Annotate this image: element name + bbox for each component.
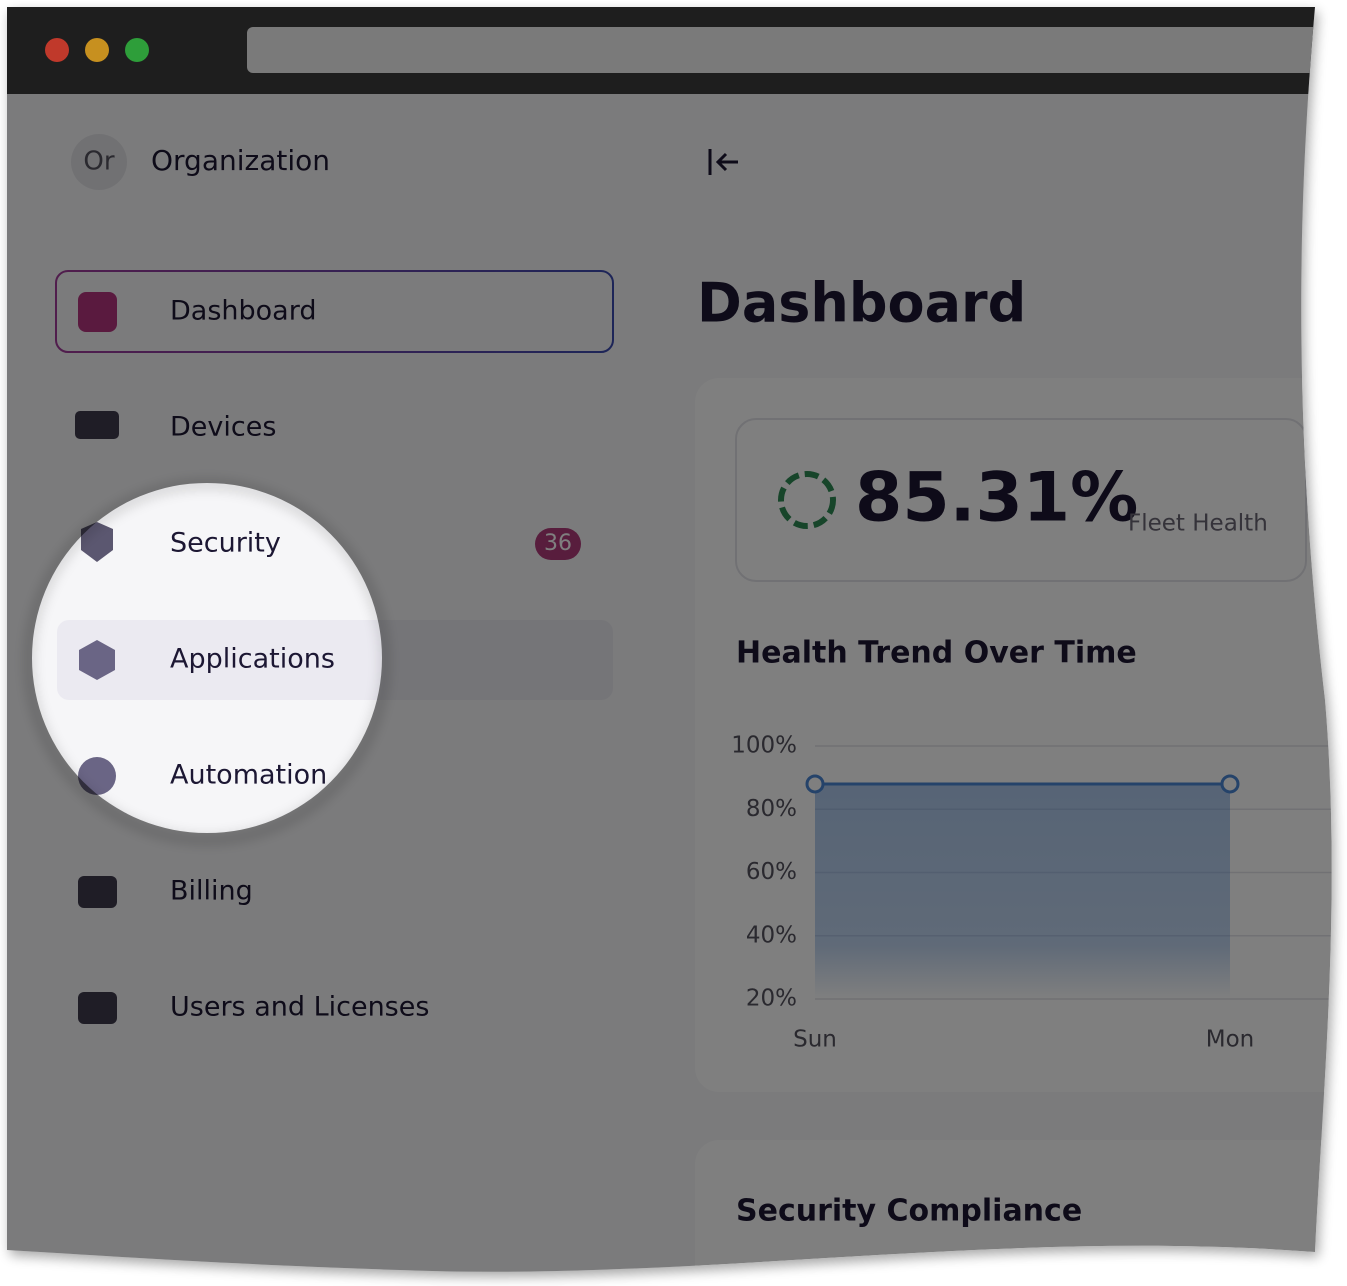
nav-label[interactable]: Automation (170, 760, 327, 791)
dim-overlay (7, 94, 1332, 1272)
applications-icon (79, 640, 115, 680)
automation-icon (78, 757, 116, 795)
nav-label[interactable]: Security (170, 528, 281, 559)
address-bar[interactable] (247, 27, 1347, 73)
maximize-button[interactable] (125, 38, 149, 62)
minimize-button[interactable] (85, 38, 109, 62)
spotlight-shadow (25, 480, 389, 844)
nav-label[interactable]: Applications (170, 644, 335, 675)
close-button[interactable] (45, 38, 69, 62)
